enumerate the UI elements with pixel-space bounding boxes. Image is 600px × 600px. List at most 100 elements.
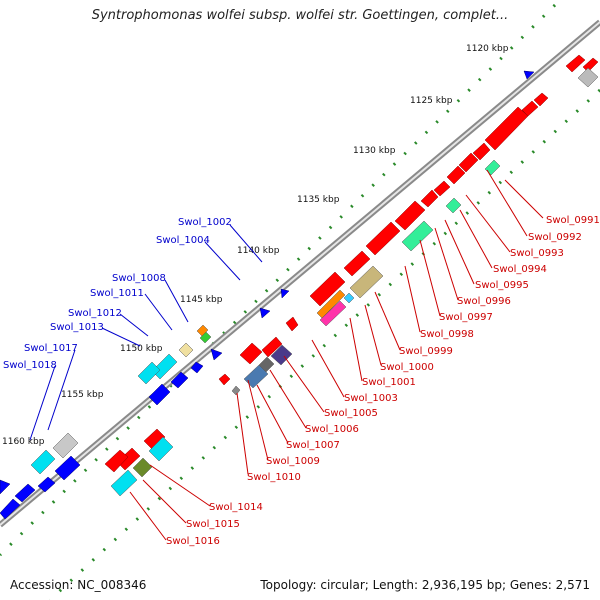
gene-block xyxy=(343,292,355,304)
gene-arrow xyxy=(458,152,479,173)
scale-label: 1160 kbp xyxy=(2,437,45,447)
gene-label[interactable]: Swol_1000 xyxy=(380,362,434,373)
reverse-strand-genes xyxy=(104,54,599,473)
gene-label[interactable]: Swol_0996 xyxy=(457,296,511,307)
gene-label[interactable]: Swol_1015 xyxy=(186,519,240,530)
gene-label[interactable]: Swol_1002 xyxy=(178,217,232,228)
gene-block xyxy=(178,342,194,358)
gene-block xyxy=(270,344,293,366)
gene-arrow xyxy=(433,180,451,197)
scale-label: 1130 kbp xyxy=(353,146,396,156)
gene-block xyxy=(52,432,79,459)
gene-block xyxy=(577,67,599,88)
gene-label[interactable]: Swol_1005 xyxy=(324,408,378,419)
gene-label[interactable]: Swol_1007 xyxy=(286,440,340,451)
gene-arrow xyxy=(218,373,231,386)
gene-label[interactable]: Swol_1011 xyxy=(90,288,144,299)
scale-label: 1145 kbp xyxy=(180,295,223,305)
gene-arrow xyxy=(565,54,586,73)
scale-label: 1140 kbp xyxy=(237,246,280,256)
gene-arrow xyxy=(54,455,81,481)
gene-arrow xyxy=(190,361,204,374)
accession-text: Accession: NC_008346 xyxy=(10,578,147,592)
gene-block xyxy=(401,220,434,252)
gene-arrow xyxy=(533,92,549,107)
gene-block xyxy=(199,331,212,344)
gene-arrow xyxy=(420,189,439,208)
gene-block xyxy=(137,361,161,385)
gene-label[interactable]: Swol_1003 xyxy=(344,393,398,404)
gene-arrow xyxy=(521,100,539,117)
gene-arrow xyxy=(484,106,529,151)
tick-lanes xyxy=(0,3,600,600)
gene-block xyxy=(132,457,153,478)
inner-tick-lane xyxy=(48,88,600,600)
gene-block xyxy=(445,197,462,214)
gene-block xyxy=(349,265,384,299)
label-connectors xyxy=(29,169,544,541)
gene-arrow xyxy=(472,142,491,161)
gene-label[interactable]: Swol_0994 xyxy=(493,264,547,275)
gene-label[interactable]: Swol_1013 xyxy=(50,322,104,333)
gene-arrow xyxy=(285,316,299,332)
gene-label[interactable]: Swol_0998 xyxy=(420,329,474,340)
scale-label: 1125 kbp xyxy=(410,96,453,106)
gene-label[interactable]: Swol_0995 xyxy=(475,280,529,291)
gene-label[interactable]: Swol_1004 xyxy=(156,235,210,246)
gene-arrow xyxy=(394,200,426,231)
reverse-strand-blocks xyxy=(110,67,599,497)
gene-arrow xyxy=(582,57,599,73)
gene-block xyxy=(148,436,174,462)
gene-arrow xyxy=(280,288,290,299)
gene-label[interactable]: Swol_1008 xyxy=(112,273,166,284)
gene-label[interactable]: Swol_1009 xyxy=(266,456,320,467)
gene-block xyxy=(30,449,56,475)
gene-block xyxy=(319,300,347,327)
outer-tick-lane xyxy=(0,3,557,557)
gene-label[interactable]: Swol_1016 xyxy=(166,536,220,547)
scale-label: 1150 kbp xyxy=(120,344,163,354)
gene-block xyxy=(110,469,138,497)
gene-label[interactable]: Swol_1012 xyxy=(68,308,122,319)
gene-arrow xyxy=(446,165,466,185)
gene-label[interactable]: Swol_1017 xyxy=(24,343,78,354)
gene-arrow xyxy=(37,476,56,493)
forward-strand-genes xyxy=(0,70,535,520)
gene-arrow xyxy=(104,449,129,473)
gene-arrow xyxy=(259,307,271,319)
backbone-highlight xyxy=(0,21,600,526)
gene-arrow xyxy=(343,250,371,277)
gene-arrow xyxy=(261,336,283,358)
gene-block xyxy=(231,385,241,396)
gene-label[interactable]: Swol_1014 xyxy=(209,502,263,513)
gene-label[interactable]: Swol_0997 xyxy=(439,312,493,323)
gene-label[interactable]: Swol_1001 xyxy=(362,377,416,388)
map-title: Syntrophomonas wolfei subsp. wolfei str.… xyxy=(91,8,509,23)
gene-arrow xyxy=(239,342,263,365)
gene-label[interactable]: Swol_0992 xyxy=(528,232,582,243)
gene-arrow xyxy=(170,371,189,389)
gene-label[interactable]: Swol_1018 xyxy=(3,360,57,371)
gene-arrow xyxy=(365,221,401,256)
scale-label: 1120 kbp xyxy=(466,44,509,54)
gene-arrow xyxy=(0,498,21,520)
gene-block xyxy=(243,364,269,389)
genome-summary-text: Topology: circular; Length: 2,936,195 bp… xyxy=(260,578,590,592)
gene-arrow xyxy=(148,383,171,406)
gene-label[interactable]: Swol_1006 xyxy=(305,424,359,435)
gene-arrow xyxy=(0,479,11,495)
gene-label[interactable]: Swol_0999 xyxy=(399,346,453,357)
backbone xyxy=(0,19,600,528)
scale-label: 1155 kbp xyxy=(61,390,104,400)
gene-arrow xyxy=(14,483,36,503)
gene-arrow xyxy=(523,70,535,80)
gene-block xyxy=(316,289,346,319)
gene-block xyxy=(484,159,501,176)
forward-strand-blocks xyxy=(30,324,212,475)
gene-label[interactable]: Swol_0993 xyxy=(510,248,564,259)
scale-label: 1135 kbp xyxy=(297,195,340,205)
gene-arrow xyxy=(309,271,346,307)
gene-label[interactable]: Swol_0991 xyxy=(546,215,600,226)
gene-label[interactable]: Swol_1010 xyxy=(247,472,301,483)
